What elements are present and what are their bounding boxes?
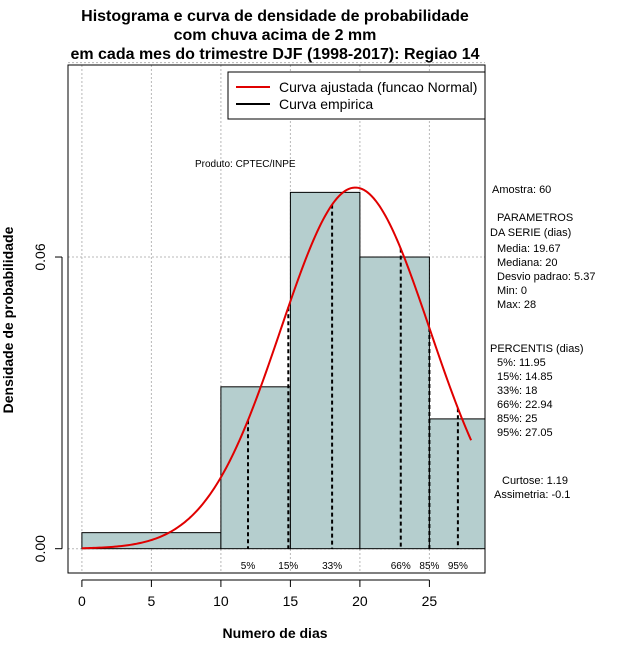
- stats-percentil: 5%: 11.95: [497, 357, 546, 369]
- stats-param: Min: 0: [497, 285, 527, 297]
- percentile-label: 15%: [278, 561, 298, 572]
- y-tick-label: 0.00: [32, 535, 48, 562]
- stats-curtose: Curtose: 1.19: [502, 475, 568, 487]
- stats-percentil: 85%: 25: [497, 413, 537, 425]
- x-tick-label: 0: [78, 593, 86, 609]
- stats-param: Media: 19.67: [497, 243, 561, 255]
- stats-panel: Amostra: 60 PARAMETROS DA SERIE (dias) M…: [490, 184, 595, 501]
- stats-percentis-header: PERCENTIS (dias): [490, 343, 584, 355]
- stats-params-header-1: PARAMETROS: [497, 212, 573, 224]
- chart-title-line-2: com chuva acima de 2 mm: [174, 27, 377, 44]
- credit-text: Produto: CPTEC/INPE: [195, 159, 296, 170]
- legend-label-normal: Curva ajustada (funcao Normal): [279, 79, 477, 95]
- x-tick-label: 5: [148, 593, 156, 609]
- stats-param: Mediana: 20: [497, 257, 558, 269]
- chart-title-line-3: em cada mes do trimestre DJF (1998-2017)…: [70, 46, 479, 63]
- stats-param: Desvio padrao: 5.37: [497, 271, 595, 283]
- x-axis-title: Numero de dias: [222, 625, 327, 641]
- x-tick-label: 25: [422, 593, 438, 609]
- legend: Curva ajustada (funcao Normal) Curva emp…: [227, 71, 486, 120]
- histogram-bar: [220, 386, 291, 550]
- normal-curve-layer: [81, 186, 473, 550]
- percentile-label: 5%: [241, 561, 256, 572]
- legend-box: [227, 71, 486, 120]
- plot-frame: [67, 64, 486, 574]
- x-tick-label: 10: [213, 593, 229, 609]
- x-tick-label: 20: [352, 593, 368, 609]
- stats-assimetria: Assimetria: -0.1: [494, 489, 570, 501]
- stats-params-header-2: DA SERIE (dias): [490, 227, 571, 239]
- y-axis-title: Densidade de probabilidade: [0, 226, 16, 413]
- percentile-label: 85%: [419, 561, 439, 572]
- x-tick-label: 15: [283, 593, 299, 609]
- percentile-label: 66%: [391, 561, 411, 572]
- percentile-lines: [247, 204, 459, 549]
- percentile-labels: 5% 15% 33% 66% 85% 95%: [241, 561, 468, 572]
- stats-percentil: 95%: 27.05: [497, 427, 553, 439]
- stats-percentil: 15%: 14.85: [497, 371, 553, 383]
- stats-percentil: 33%: 18: [497, 385, 537, 397]
- y-tick-label: 0.06: [32, 243, 48, 270]
- legend-label-empirical: Curva empirica: [279, 96, 373, 112]
- stats-percentil: 66%: 22.94: [497, 399, 553, 411]
- histogram-bar: [359, 256, 430, 550]
- percentile-label: 33%: [322, 561, 342, 572]
- normal-curve: [81, 186, 473, 550]
- x-axis: 0 5 10 15 20 25: [78, 579, 438, 609]
- histogram-bars: [81, 191, 486, 550]
- histogram-bar: [289, 191, 361, 550]
- y-axis: 0.00 0.06: [32, 243, 63, 562]
- chart-title-line-1: Histograma e curva de densidade de proba…: [81, 8, 469, 25]
- stats-param: Max: 28: [497, 299, 536, 311]
- stats-sample: Amostra: 60: [492, 184, 551, 196]
- percentile-label: 95%: [448, 561, 468, 572]
